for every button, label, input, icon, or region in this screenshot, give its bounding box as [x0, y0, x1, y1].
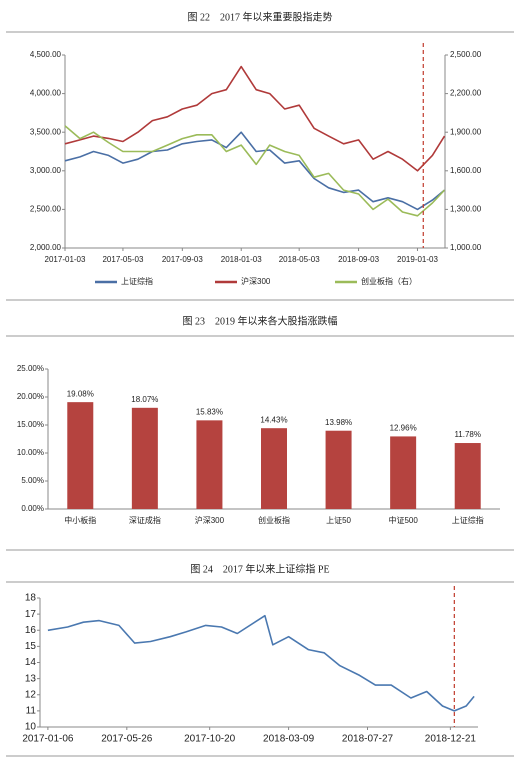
y2-tick-label: 1,000.00 [450, 243, 482, 252]
x-tick-label: 深证成指 [129, 515, 161, 525]
bar [131, 407, 158, 509]
x-tick-label: 中证500 [388, 515, 418, 525]
y2-tick-label: 1,600.00 [450, 166, 482, 175]
value-label: 14.43% [260, 415, 287, 424]
series-line [64, 125, 446, 217]
x-tick-label: 2018-05-03 [279, 255, 320, 264]
series-line [64, 65, 446, 172]
x-tick-label: 2018-01-03 [221, 255, 262, 264]
value-label: 19.08% [67, 389, 94, 398]
y-tick-label: 18 [25, 593, 37, 604]
y-tick-label: 2,500.00 [30, 205, 62, 214]
y-tick-label: 20.00% [17, 392, 44, 401]
x-tick-label: 2017-01-06 [22, 734, 74, 745]
figure-title: 图 24 2017 年以来上证综指 PE [190, 562, 329, 575]
x-tick-label: 2018-12-21 [425, 734, 477, 745]
y-tick-label: 0.00% [21, 504, 44, 513]
x-tick-label: 上证综指 [452, 515, 484, 525]
value-label: 12.96% [390, 424, 417, 433]
bar [67, 402, 94, 509]
y-tick-label: 10 [25, 722, 37, 733]
y-tick-label: 3,000.00 [30, 166, 62, 175]
bar [261, 428, 287, 509]
x-tick-label: 2017-09-03 [162, 255, 203, 264]
y-tick-label: 16 [25, 625, 37, 636]
y2-tick-label: 1,300.00 [450, 205, 482, 214]
legend-label: 创业板指（右） [361, 276, 417, 286]
value-label: 15.83% [196, 407, 223, 416]
x-tick-label: 2017-05-03 [102, 255, 143, 264]
y-tick-label: 4,500.00 [30, 50, 62, 59]
x-tick-label: 上证50 [326, 516, 351, 525]
y-tick-label: 12 [25, 689, 37, 700]
series-line [47, 614, 475, 712]
y2-tick-label: 1,900.00 [450, 127, 482, 136]
x-tick-label: 创业板指 [258, 515, 290, 525]
y-tick-label: 25.00% [17, 364, 44, 373]
y-tick-label: 4,000.00 [30, 89, 62, 98]
x-tick-label: 中小板指 [64, 515, 96, 525]
bar [196, 420, 223, 509]
legend-label: 上证综指 [121, 276, 153, 286]
x-tick-label: 2017-05-26 [101, 734, 153, 745]
x-tick-label: 2017-10-20 [184, 734, 236, 745]
legend-label: 沪深300 [241, 276, 271, 286]
y-tick-label: 5.00% [21, 476, 44, 485]
x-tick-label: 2017-01-03 [45, 255, 86, 264]
y-tick-label: 14 [25, 657, 37, 668]
figure-title: 图 22 2017 年以来重要股指走势 [188, 10, 333, 23]
value-label: 18.07% [131, 395, 158, 404]
x-tick-label: 2018-07-27 [342, 734, 394, 745]
y-tick-label: 13 [25, 673, 37, 684]
value-label: 13.98% [325, 418, 352, 427]
y-tick-label: 15.00% [17, 420, 44, 429]
x-tick-label: 2018-03-09 [263, 734, 315, 745]
y-tick-label: 11 [26, 706, 37, 717]
y-tick-label: 2,000.00 [30, 243, 62, 252]
y-tick-label: 15 [25, 641, 37, 652]
y2-tick-label: 2,200.00 [450, 89, 482, 98]
y-tick-label: 10.00% [17, 448, 44, 457]
y-tick-label: 3,500.00 [30, 127, 62, 136]
series-line [64, 131, 446, 211]
x-tick-label: 沪深300 [195, 515, 225, 525]
bar [390, 436, 417, 509]
y-tick-label: 17 [25, 609, 37, 620]
x-tick-label: 2018-09-03 [338, 255, 379, 264]
value-label: 11.78% [454, 430, 481, 439]
figure-title: 图 23 2019 年以来各大股指涨跌幅 [183, 314, 338, 327]
x-tick-label: 2019-01-03 [397, 255, 438, 264]
bar [325, 430, 352, 509]
bar [454, 443, 481, 509]
y2-tick-label: 2,500.00 [450, 50, 482, 59]
